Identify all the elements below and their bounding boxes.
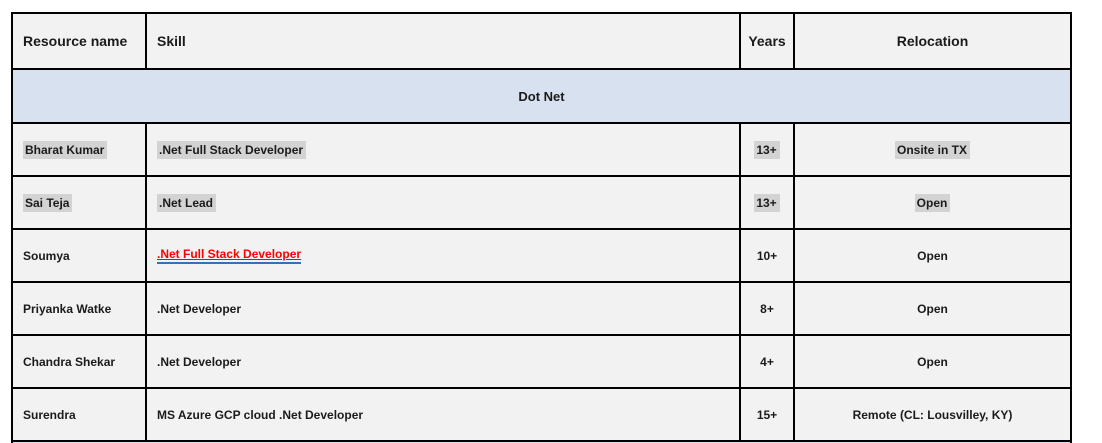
cell-years: 13+ [739,122,795,177]
cell-skill: .Net Lead [145,175,741,230]
header-resource-name: Resource name [11,12,147,70]
table-row: Soumya .Net Full Stack Developer 10+ Ope… [11,228,1072,283]
cell-text: Open [917,248,948,263]
cell-text: .Net Developer [157,354,242,369]
cell-text: Open [917,354,948,369]
highlighted-text: 13+ [754,140,780,159]
cell-text: 10+ [756,248,778,263]
cell-years: 13+ [739,175,795,230]
cell-years: 4+ [739,334,795,389]
cell-relocation: Open [793,175,1072,230]
cell-text: 15+ [756,407,778,422]
cell-relocation: Open [793,334,1072,389]
highlighted-text: Sai Teja [23,193,73,212]
section-header-dotnet: Dot Net [11,68,1072,124]
header-relocation: Relocation [793,12,1072,70]
cell-resource-name: Surendra [11,387,147,442]
table-row: Surendra MS Azure GCP cloud .Net Develop… [11,387,1072,442]
cell-text: 4+ [760,354,774,369]
cell-text: Remote (CL: Lousvilley, KY) [852,407,1013,422]
cell-resource-name: Soumya [11,228,147,283]
cell-years: 10+ [739,228,795,283]
cell-text: Chandra Shekar [23,354,116,369]
table-row: Priyanka Watke .Net Developer 8+ Open [11,281,1072,336]
cell-skill: .Net Full Stack Developer [145,122,741,177]
cell-relocation: Remote (CL: Lousvilley, KY) [793,387,1072,442]
cell-text: .Net Developer [157,301,242,316]
cell-resource-name: Bharat Kumar [11,122,147,177]
section-header-row: Dot Net [11,68,1072,124]
cell-skill: .Net Full Stack Developer [145,228,741,283]
skill-hyperlink[interactable]: .Net Full Stack Developer [157,247,302,264]
cell-text: Soumya [23,248,70,263]
cell-years: 8+ [739,281,795,336]
next-section-partial-row [11,440,1072,443]
highlighted-text: Bharat Kumar [23,140,108,159]
cell-resource-name: Priyanka Watke [11,281,147,336]
cell-relocation: Onsite in TX [793,122,1072,177]
cell-resource-name: Sai Teja [11,175,147,230]
table-row: Chandra Shekar .Net Developer 4+ Open [11,334,1072,389]
table-row: Bharat Kumar .Net Full Stack Developer 1… [11,122,1072,177]
cell-text: 8+ [760,301,774,316]
cell-text: Surendra [23,407,76,422]
highlighted-text: .Net Lead [157,193,217,212]
resources-table: Resource name Skill Years Relocation Dot… [11,12,1072,443]
cell-skill: .Net Developer [145,334,741,389]
highlighted-text: 13+ [754,193,780,212]
cell-text: Priyanka Watke [23,301,112,316]
next-section-partial [11,440,1072,443]
highlighted-text: .Net Full Stack Developer [157,140,307,159]
table-header-row: Resource name Skill Years Relocation [11,12,1072,70]
cell-years: 15+ [739,387,795,442]
cell-text: MS Azure GCP cloud .Net Developer [157,407,364,422]
cell-resource-name: Chandra Shekar [11,334,147,389]
header-skill: Skill [145,12,741,70]
cell-text: Open [917,301,948,316]
table-row: Sai Teja .Net Lead 13+ Open [11,175,1072,230]
cell-skill: .Net Developer [145,281,741,336]
cell-relocation: Open [793,228,1072,283]
highlighted-text: Open [914,193,951,212]
cell-skill: MS Azure GCP cloud .Net Developer [145,387,741,442]
highlighted-text: Onsite in TX [894,140,970,159]
header-years: Years [739,12,795,70]
cell-relocation: Open [793,281,1072,336]
